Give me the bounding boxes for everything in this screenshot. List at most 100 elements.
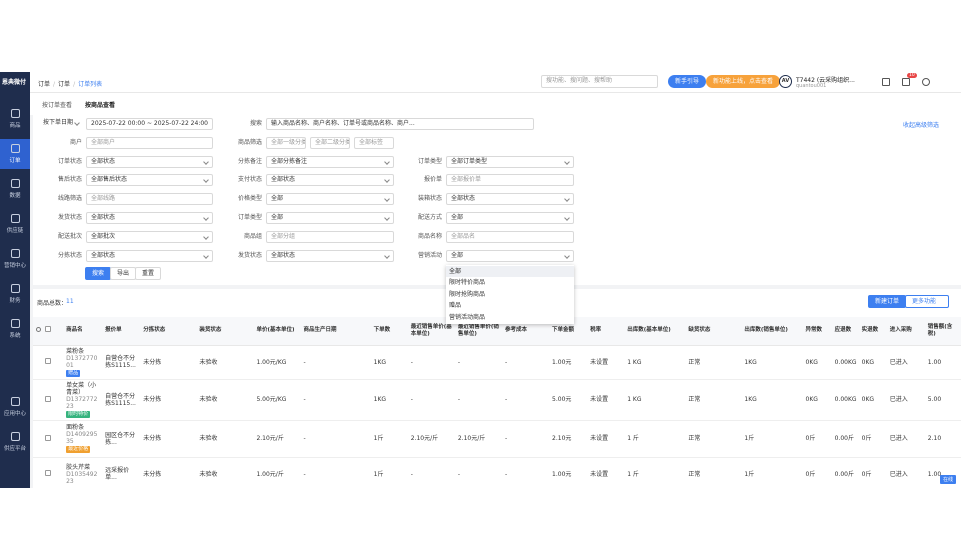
sidebar-label: 订单	[9, 158, 21, 164]
filter-control[interactable]: 全部	[446, 249, 574, 262]
sidebar-item[interactable]: 营销中心	[0, 244, 30, 274]
table-cell: 正常	[685, 457, 742, 488]
filter-control[interactable]: 全部报价单	[446, 174, 574, 187]
table-cell: 2.10	[924, 420, 961, 458]
table-row: 菜粉条 D137277001 赠品 自营仓不分拣S1115... 未分拣 未验收 1.00元…	[33, 345, 961, 380]
filter-control[interactable]: 全部分组	[266, 230, 394, 243]
filter-control[interactable]: 全部二级分类	[310, 136, 350, 149]
filter-button[interactable]: 重置	[135, 267, 162, 280]
filter-control[interactable]: 全部线路	[86, 193, 213, 206]
sidebar-item[interactable]: 财务	[0, 279, 30, 309]
product-name[interactable]: 胶头芹菜	[66, 463, 91, 471]
sidebar-item[interactable]: 应用中心	[0, 392, 30, 422]
collapse-link[interactable]: 收起高级筛选	[903, 122, 940, 129]
sidebar-item[interactable]: 订单	[0, 139, 30, 169]
table-cell: -	[501, 345, 550, 380]
filter-label: 售后状态	[57, 176, 82, 184]
total-count: 11	[66, 298, 74, 305]
product-name[interactable]: 面粉条	[66, 424, 85, 431]
dropdown-option[interactable]: 营销活动商品	[449, 313, 486, 321]
message-icon[interactable]	[902, 78, 910, 86]
global-search[interactable]: 搜功能、搜问题、搜帮助	[541, 75, 658, 88]
more-button[interactable]: 更多功能	[905, 295, 950, 308]
checkbox[interactable]	[45, 470, 52, 476]
help-icon[interactable]	[922, 78, 930, 86]
filter-control[interactable]: 全部状态	[266, 249, 394, 262]
sidebar-item[interactable]: 供应平台	[0, 427, 30, 457]
filter-control[interactable]: 全部	[266, 212, 394, 224]
checkbox[interactable]	[45, 358, 52, 364]
tab[interactable]: 按订单查看	[42, 102, 73, 109]
column-header: 最近销售单价(基本单位)	[407, 317, 455, 346]
tab[interactable]: 按商品查看	[85, 102, 116, 109]
filter-control[interactable]: 输入商品名称、商户名称、订单号或商品名称、商户...	[266, 118, 534, 130]
filter-control[interactable]: 全部状态	[86, 155, 213, 168]
filter-control[interactable]: 全部售后状态	[86, 174, 213, 187]
new-order-button[interactable]: 新建订单	[868, 295, 907, 308]
checkbox[interactable]	[45, 434, 52, 441]
filter-control[interactable]: 全部批次	[86, 230, 213, 243]
print-icon[interactable]	[882, 78, 890, 86]
user-name[interactable]: T7442 (云采购组织...	[796, 77, 855, 84]
table-cell: 自营仓不分拣S1115...	[102, 345, 141, 380]
avatar[interactable]: AV	[779, 75, 792, 88]
sidebar-item[interactable]: 系统	[0, 314, 30, 344]
checkbox[interactable]	[45, 326, 51, 333]
breadcrumb-item[interactable]: 订单	[38, 81, 51, 88]
column-header: 出库数(销售单位)	[741, 317, 803, 346]
table-cell: 未分拣	[140, 379, 197, 421]
table-cell: 1 KG	[624, 379, 686, 421]
dropdown-option[interactable]: 全部	[446, 266, 574, 278]
product-tag: 最近价格	[66, 446, 91, 453]
table-cell: 未设置	[587, 345, 625, 380]
settings-icon[interactable]	[36, 327, 41, 333]
filter-control[interactable]: 全部品名	[446, 230, 574, 243]
filter-label: 订单类型	[417, 157, 442, 165]
filter-control[interactable]: 全部状态	[86, 212, 213, 224]
filter-control[interactable]: 2025-07-22 00:00 ~ 2025-07-22 24:00	[86, 118, 213, 130]
column-header: 缺货状态	[685, 317, 742, 346]
news-button[interactable]: 新功能上线，点击查看	[706, 75, 781, 88]
filter-control[interactable]: 全部订单类型	[446, 155, 574, 168]
filter-button[interactable]: 导出	[110, 267, 137, 280]
filter-button[interactable]: 搜索	[85, 267, 112, 280]
dropdown-option[interactable]: 限时抢购商品	[449, 290, 486, 298]
dropdown-option[interactable]: 赠品	[449, 302, 462, 310]
filter-control[interactable]: 全部分拣备注	[266, 155, 394, 168]
service-tag[interactable]: 在线	[940, 475, 957, 484]
filter-control[interactable]: 全部	[266, 193, 394, 206]
filter-control[interactable]: 全部状态	[86, 249, 213, 262]
table-cell: 0KG	[802, 345, 832, 380]
sidebar-item[interactable]: 供应链	[0, 209, 30, 239]
date-type-select[interactable]: 按下单日期	[39, 118, 83, 130]
breadcrumb-item[interactable]: 订单列表	[78, 81, 103, 88]
dropdown-menu: 全部 限时特价商品 限时抢购商品 赠品营销活动商品	[446, 265, 574, 324]
sidebar-icon	[10, 249, 20, 258]
table-cell: 1KG	[370, 345, 408, 380]
table-cell: 1KG	[370, 379, 408, 421]
breadcrumb-item[interactable]: 订单	[58, 81, 71, 88]
filter-control[interactable]: 全部状态	[446, 193, 574, 206]
table-cell: 0.00KG	[831, 379, 859, 421]
sidebar-item[interactable]: 数据	[0, 174, 30, 204]
table-cell: 1.00	[924, 345, 961, 380]
filter-control[interactable]: 全部	[446, 212, 574, 224]
checkbox[interactable]	[45, 395, 52, 402]
column-header: 装货状态	[196, 317, 254, 346]
sidebar-label: 营销中心	[3, 263, 26, 269]
sidebar-item[interactable]: 商品	[0, 104, 30, 134]
filter-label: 订单类型	[237, 214, 262, 221]
dropdown-option[interactable]: 限时特价商品	[449, 279, 486, 287]
filter-panel: 按下单日期 2025-07-22 00:00 ~ 2025-07-22 24:00…	[33, 115, 961, 285]
filter-control[interactable]: 全部标签	[354, 136, 394, 149]
table-cell: 1.00元	[549, 457, 588, 488]
product-name[interactable]: 菜粉条	[66, 347, 85, 355]
table-cell: 0KG	[858, 379, 887, 421]
filter-control[interactable]: 全部状态	[266, 174, 394, 187]
guide-button[interactable]: 新手引导	[668, 75, 707, 88]
filter-control[interactable]: 全部一级分类	[266, 136, 306, 149]
table-cell: 1KG	[741, 379, 803, 421]
product-name[interactable]: 单女菜（小青菜）	[66, 381, 97, 396]
filter-control[interactable]: 全部商户	[86, 136, 213, 149]
table-cell: 1.00元/KG	[253, 345, 301, 380]
